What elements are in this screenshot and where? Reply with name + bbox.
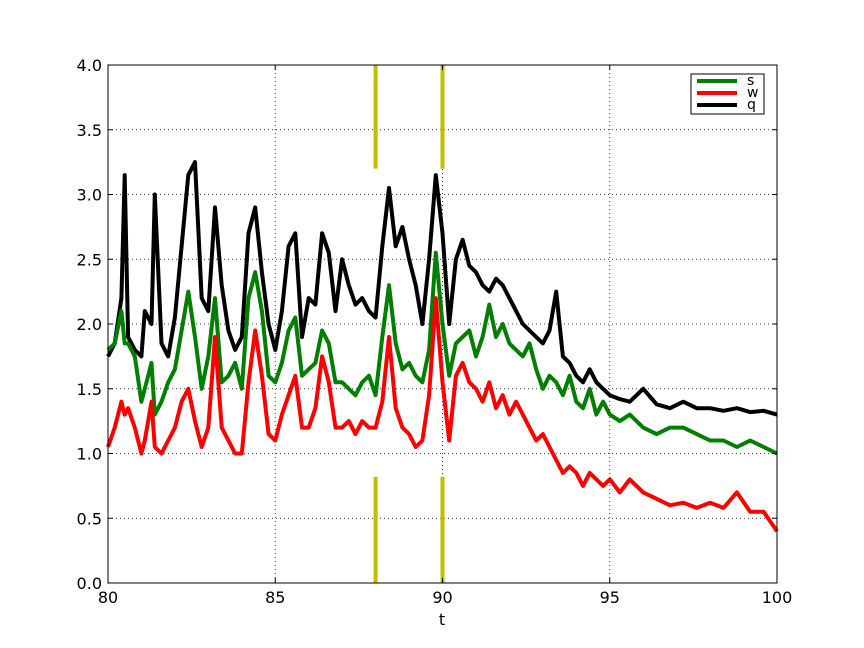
y-tick-label: 0.0: [77, 574, 102, 593]
y-tick-label: 2.5: [77, 250, 102, 269]
x-tick-label: 100: [762, 588, 793, 607]
series-line-s: [106, 250, 778, 456]
reference-markers: [373, 65, 445, 583]
y-tick-label: 3.5: [77, 121, 102, 140]
y-tick-label: 4.0: [77, 56, 102, 75]
x-tick-label: 95: [600, 588, 620, 607]
x-tick-label: 85: [265, 588, 285, 607]
x-axis-label: t: [439, 610, 445, 629]
legend-label-q: q: [747, 97, 756, 113]
y-tick-label: 3.0: [77, 186, 102, 205]
plot-area: 80 85 90 95 100 0.0 0.5 1.0 1.5 2.0 2.5 3.0 3.5 4.0: [77, 56, 793, 607]
legend-label-w: w: [747, 85, 758, 101]
x-tick-label: 80: [98, 588, 118, 607]
ticks: 80 85 90 95 100 0.0 0.5 1.0 1.5 2.0 2.5 3.0 3.5 4.0: [77, 56, 793, 607]
y-tick-label: 1.5: [77, 380, 102, 399]
legend: swq: [690, 73, 765, 115]
y-tick-label: 0.5: [77, 509, 102, 528]
series-lines: [106, 160, 779, 533]
series-line-q: [106, 160, 778, 417]
legend-label-s: s: [747, 73, 754, 89]
series-line-w: [106, 296, 779, 533]
y-tick-label: 2.0: [77, 315, 102, 334]
y-tick-label: 1.0: [77, 445, 102, 464]
legend-items: swq: [697, 73, 758, 113]
x-tick-label: 90: [432, 588, 452, 607]
